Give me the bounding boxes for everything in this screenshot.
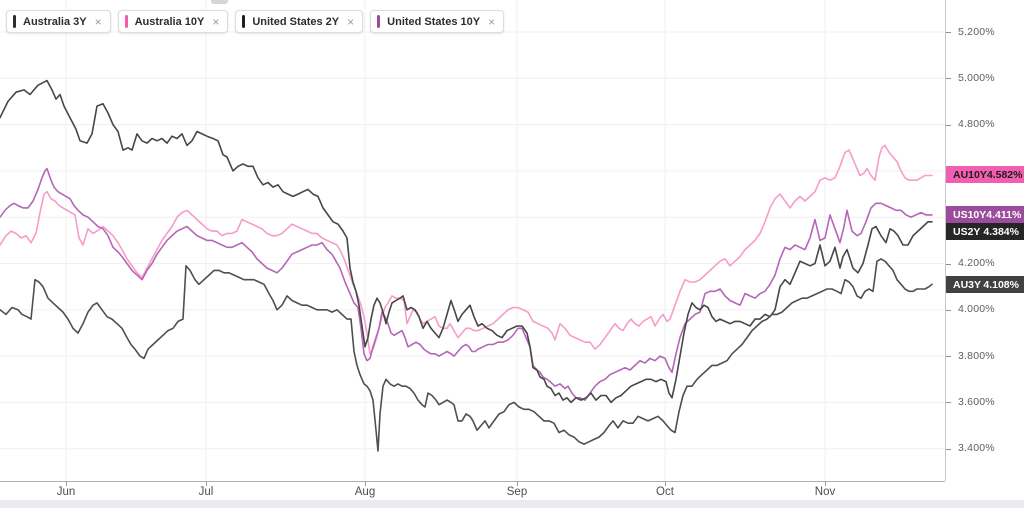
legend-chip-australia-10y[interactable]: Australia 10Y × — [117, 10, 229, 33]
x-tick-mark — [206, 481, 207, 486]
y-tick-label: 4.200% — [958, 257, 995, 269]
yield-lines-svg[interactable] — [0, 0, 945, 481]
y-tick-mark — [946, 310, 951, 311]
y-tick-mark — [946, 449, 951, 450]
x-tick-mark — [517, 481, 518, 486]
x-tick-label-nov: Nov — [814, 486, 836, 498]
badge-value: 4.411% — [986, 208, 1022, 221]
close-icon[interactable]: × — [488, 14, 496, 29]
cropped-ui-element — [211, 0, 228, 4]
y-tick-label: 5.200% — [958, 26, 995, 38]
price-badge-us10y: US10Y 4.411% — [946, 206, 1024, 223]
price-badge-us2y: US2Y 4.384% — [946, 223, 1024, 240]
y-tick-mark — [946, 402, 951, 403]
x-tick-label-aug: Aug — [354, 486, 376, 498]
y-tick-label: 3.400% — [958, 442, 995, 454]
badge-series-label: US10Y — [953, 208, 987, 221]
legend-chip-australia-3y[interactable]: Australia 3Y × — [6, 10, 111, 33]
series-line-au10y[interactable] — [0, 144, 933, 355]
x-tick-mark — [66, 481, 67, 486]
close-icon[interactable]: × — [94, 14, 102, 29]
x-tick-label-jul: Jul — [198, 486, 214, 498]
y-axis-line — [945, 0, 946, 481]
series-line-us2y[interactable] — [0, 79, 933, 404]
chart-plot-area[interactable] — [0, 0, 945, 481]
badge-series-label: US2Y — [953, 225, 981, 238]
price-badge-au10y: AU10Y 4.582% — [946, 166, 1024, 183]
close-icon[interactable]: × — [347, 14, 355, 29]
y-tick-label: 5.000% — [958, 72, 995, 84]
y-tick-mark — [946, 356, 951, 357]
series-color-bar — [377, 15, 381, 28]
legend-chip-label: United States 10Y — [387, 15, 481, 28]
y-tick-label: 3.600% — [958, 396, 995, 408]
badge-value: 4.108% — [983, 278, 1019, 291]
y-tick-label: 4.000% — [958, 303, 995, 315]
bottom-edge-strip — [0, 500, 1024, 508]
y-tick-mark — [946, 32, 951, 33]
y-tick-mark — [946, 264, 951, 265]
legend-chip-label: Australia 3Y — [23, 15, 87, 28]
legend-chip-label: Australia 10Y — [134, 15, 205, 28]
close-icon[interactable]: × — [212, 14, 220, 29]
x-tick-mark — [665, 481, 666, 486]
badge-value: 4.384% — [983, 225, 1019, 238]
x-tick-mark — [365, 481, 366, 486]
y-tick-mark — [946, 125, 951, 126]
x-tick-label-sep: Sep — [506, 486, 528, 498]
x-tick-mark — [825, 481, 826, 486]
legend-chip-united-states-2y[interactable]: United States 2Y × — [235, 10, 364, 33]
badge-value: 4.582% — [986, 168, 1023, 181]
series-line-au3y[interactable] — [0, 258, 933, 452]
x-tick-label-jun: Jun — [56, 486, 76, 498]
legend-chip-united-states-10y[interactable]: United States 10Y × — [370, 10, 505, 33]
price-badge-au3y: AU3Y 4.108% — [946, 276, 1024, 293]
x-axis-line — [0, 481, 945, 482]
series-line-us10y[interactable] — [0, 167, 933, 401]
y-tick-mark — [946, 78, 951, 79]
legend-chip-label: United States 2Y — [252, 15, 340, 28]
series-color-bar — [13, 15, 16, 28]
y-tick-label: 3.800% — [958, 350, 995, 362]
series-color-bar — [242, 15, 246, 28]
x-tick-label-oct: Oct — [656, 486, 674, 498]
series-color-bar — [124, 15, 128, 28]
y-tick-label: 4.800% — [958, 118, 995, 130]
legend-chips: Australia 3Y × Australia 10Y × United States… — [6, 10, 505, 33]
badge-series-label: AU3Y — [953, 278, 982, 291]
badge-series-label: AU10Y — [953, 168, 987, 181]
